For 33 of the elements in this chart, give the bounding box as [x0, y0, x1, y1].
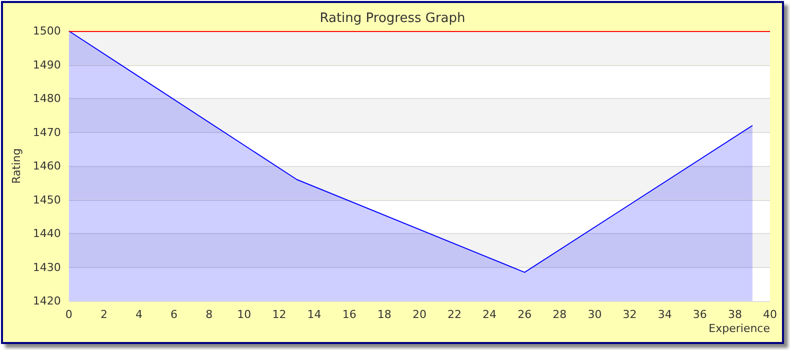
y-tick-label: 1420 [32, 294, 61, 308]
x-tick-label: 36 [692, 308, 707, 321]
x-axis-title: Experience [708, 322, 770, 335]
y-tick-label: 1450 [32, 193, 61, 206]
x-tick-label: 4 [136, 308, 143, 321]
x-tick-label: 32 [622, 308, 637, 321]
y-tick-label: 1490 [32, 58, 61, 72]
y-tick-label: 1430 [32, 260, 61, 274]
x-tick-label: 20 [412, 308, 426, 321]
x-tick-label: 6 [170, 308, 178, 321]
y-tick-label: 1460 [32, 160, 61, 172]
x-tick-label: 28 [552, 308, 567, 321]
x-tick-label: 34 [658, 308, 672, 321]
chart-title: Rating Progress Graph [320, 11, 466, 26]
y-tick-label: 1440 [32, 227, 61, 240]
x-tick-label: 24 [482, 308, 497, 321]
x-tick-label: 38 [728, 308, 742, 321]
x-tick-label: 30 [588, 308, 602, 321]
y-tick-label: 1500 [32, 24, 61, 38]
x-tick-label: 12 [272, 308, 286, 321]
x-tick-label: 26 [518, 308, 532, 321]
y-tick-label: 1470 [32, 126, 61, 139]
x-tick-label: 10 [237, 308, 252, 321]
x-tick-label: 18 [377, 308, 392, 321]
x-tick-label: 2 [100, 308, 108, 321]
y-axis-title: Rating [10, 148, 23, 184]
x-tick-label: 22 [448, 308, 462, 321]
x-tick-label: 16 [342, 308, 356, 321]
y-tick-label: 1480 [32, 92, 61, 105]
x-tick-label: 0 [65, 308, 72, 321]
x-tick-label: 8 [206, 308, 213, 321]
x-tick-label: 14 [307, 308, 322, 321]
x-tick-label: 40 [763, 308, 777, 321]
